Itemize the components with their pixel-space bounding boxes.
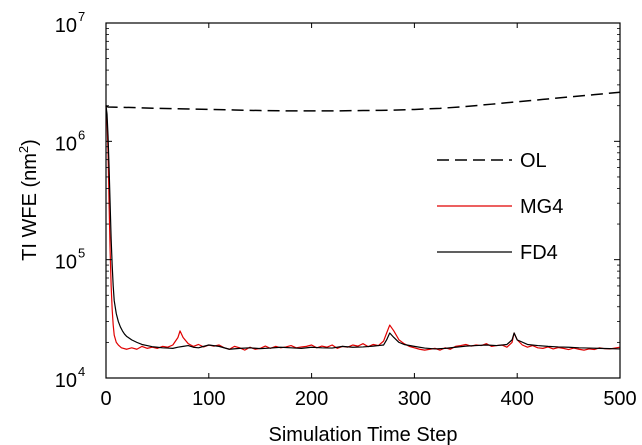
- x-tick-label: 400: [501, 388, 534, 410]
- y-axis-label: TI WFE (nm2): [16, 139, 41, 261]
- plot-frame: [105, 22, 621, 379]
- y-tick-exponent: 4: [78, 364, 85, 379]
- legend-label-ol: OL: [520, 150, 547, 172]
- series-line-ol: [105, 91, 621, 112]
- y-tick-label: 10: [55, 133, 77, 155]
- y-axis-label-close: ): [19, 139, 41, 146]
- y-tick-label: 10: [55, 370, 77, 392]
- series-line-fd4: [105, 105, 621, 350]
- series-layer: [105, 91, 621, 351]
- y-tick-exponent: 6: [78, 127, 85, 142]
- x-tick-label: 0: [100, 388, 111, 410]
- y-tick-exponent: 7: [78, 9, 85, 24]
- y-tick-label: 10: [55, 252, 77, 274]
- legend-label-fd4: FD4: [520, 242, 558, 264]
- y-axis-label-main: TI WFE (nm: [19, 153, 41, 261]
- x-tick-label: 100: [192, 388, 225, 410]
- legend-label-mg4: MG4: [520, 196, 563, 218]
- x-tick-label: 500: [603, 388, 636, 410]
- y-tick-exponent: 5: [78, 246, 85, 261]
- y-tick-label: 10: [55, 15, 77, 37]
- x-tick-label: 300: [398, 388, 431, 410]
- x-axis-label: Simulation Time Step: [269, 424, 458, 445]
- x-tick-label: 200: [295, 388, 328, 410]
- y-axis-label-superscript: 2: [16, 146, 31, 153]
- legend: OL MG4 FD4: [437, 150, 563, 264]
